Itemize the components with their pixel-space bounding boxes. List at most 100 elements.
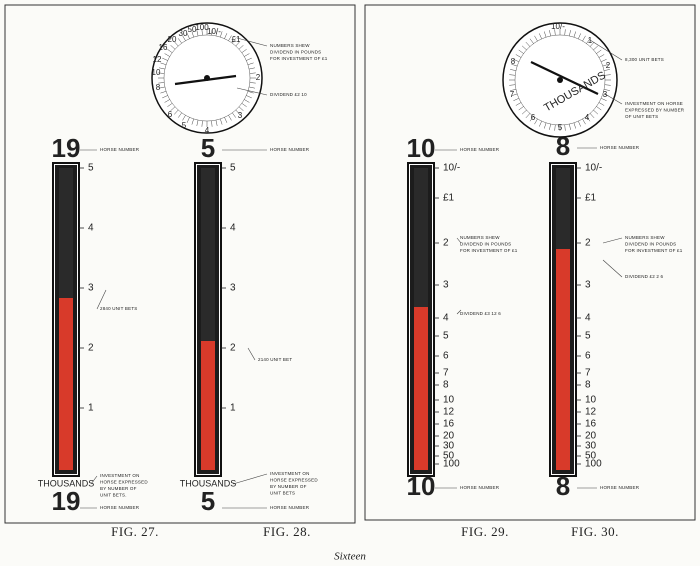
dial-tick (170, 45, 176, 50)
dial-tick (509, 84, 516, 86)
note-dividend: DIVIDEND £3 12 6 (460, 311, 501, 316)
note-level: FOR INVESTMENT OF £1 (460, 248, 518, 253)
scale-label: 10 (443, 395, 455, 406)
horse-number: 19 (52, 486, 81, 516)
dial-tick (564, 124, 566, 131)
dial-tick (159, 67, 165, 70)
indicator-slot (201, 168, 215, 341)
dial-tick (164, 53, 170, 57)
dial-tick (564, 29, 566, 36)
figure-caption: FIG. 28. (263, 524, 311, 539)
scale-label: 10/- (443, 163, 460, 174)
dial-tick (196, 30, 199, 36)
note-horse-number: HORSE NUMBER (460, 147, 500, 152)
scale-label: 3 (443, 280, 449, 291)
note-investment: INVESTMENT ON (270, 471, 310, 476)
dial-tick (224, 33, 228, 39)
dial-tick (534, 35, 538, 42)
scale-label: 50 (585, 451, 597, 462)
dial-tick (247, 91, 254, 94)
note-level: 2840 UNIT BETS (100, 306, 137, 311)
scale-label: 3 (585, 280, 591, 291)
dial-label: 12 (153, 55, 162, 64)
dial-tick (593, 109, 599, 115)
dial-tick (598, 54, 605, 58)
dial-tick (554, 29, 556, 36)
dial-label: 7 (510, 90, 515, 99)
dial-tick (515, 102, 522, 106)
panel-left (4, 4, 356, 524)
dial-tick (158, 72, 165, 74)
note-level: NUMBERS SHEW (625, 235, 665, 240)
scale-unit: THOUSANDS (38, 478, 95, 488)
dial-tick (182, 35, 186, 41)
scale-label: 100 (585, 459, 602, 470)
dial-tick (224, 117, 228, 123)
indicator-slot (59, 168, 73, 298)
panel-right (364, 4, 696, 521)
note-investment: INVESTMENT ON (100, 473, 140, 478)
dial-tick (601, 59, 607, 62)
scale-label: 16 (585, 419, 597, 430)
dial-label: 6 (531, 113, 536, 122)
dial-label: 4 (585, 113, 590, 122)
dial-tick (215, 30, 218, 36)
dial-tick (539, 33, 542, 39)
indicator-fill (556, 249, 570, 470)
dial-tick (249, 86, 255, 89)
dial-tick (211, 120, 213, 127)
scale-label: 4 (443, 313, 449, 324)
dial-tick (569, 30, 571, 37)
dial-tick (235, 41, 240, 47)
dial-label: 20 (168, 35, 177, 44)
dial-tick (167, 103, 173, 108)
scale-label: 50 (443, 451, 455, 462)
dial-tick (521, 45, 527, 51)
dial-label: 6 (168, 110, 173, 119)
dial-hub (557, 77, 563, 83)
dial-tick (228, 115, 232, 121)
dial-tick (573, 122, 576, 129)
dial-tick (509, 74, 516, 76)
note-horse-number: HORSE NUMBER (270, 147, 310, 152)
dial-tick (554, 124, 556, 131)
dial-tick (220, 118, 223, 125)
dial-tick (573, 31, 576, 38)
dial-tick (241, 48, 247, 53)
horse-number: 8 (556, 131, 570, 161)
scale-label: 20 (585, 431, 597, 442)
dial-label: 8 (156, 83, 161, 92)
dial-tick (529, 38, 534, 44)
dial-tick (534, 118, 538, 125)
scale-label: 1 (88, 403, 94, 414)
dial-tick (186, 117, 190, 123)
dial-tick (513, 98, 519, 101)
dial-tick (244, 99, 250, 103)
dial-tick (529, 116, 534, 122)
horse-number: 5 (201, 133, 215, 163)
dial-tick (177, 112, 182, 118)
dial-tick (174, 41, 179, 47)
horse-number: 5 (201, 486, 215, 516)
dial-tick (170, 106, 176, 111)
leader-line (232, 473, 268, 485)
dial-tick (589, 113, 595, 119)
note-horse-number: HORSE NUMBER (600, 145, 640, 150)
scale-label: 6 (585, 351, 591, 362)
dial-tick (510, 69, 517, 71)
leader-line (589, 39, 623, 61)
note-horse-number: HORSE NUMBER (100, 505, 140, 510)
dial-label: 2 (256, 73, 261, 82)
dial-tick (191, 118, 194, 125)
note-dial: FOR INVESTMENT OF £1 (270, 56, 328, 61)
note-level: NUMBERS SHEW (460, 235, 500, 240)
dial-tick (511, 64, 518, 67)
dial-tick (525, 41, 531, 47)
scale-label: 2 (585, 238, 591, 249)
note-dial: 8,300 UNIT BETS (625, 57, 664, 62)
dial-tick (589, 41, 595, 47)
note-investment: HORSE EXPRESSED (270, 478, 318, 483)
scale-label: 30 (585, 441, 597, 452)
scale-label: £1 (585, 193, 597, 204)
leader-line (96, 289, 107, 310)
